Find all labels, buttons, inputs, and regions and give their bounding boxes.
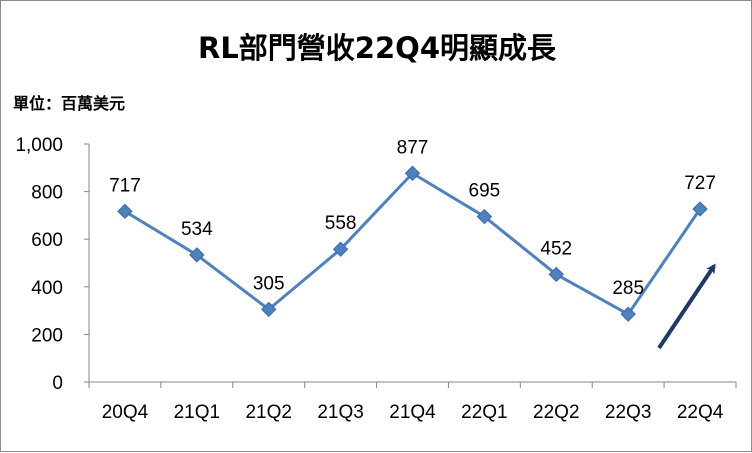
x-tick-label: 22Q3 — [605, 402, 651, 423]
x-tick-label: 21Q4 — [389, 402, 436, 423]
y-tick-label: 1,000 — [15, 135, 63, 156]
data-label: 305 — [253, 273, 285, 294]
y-axis: 0 200 400 600 800 1,000 — [15, 135, 90, 394]
data-label: 877 — [397, 137, 429, 158]
data-point-marker — [332, 241, 349, 257]
y-tick-label: 600 — [31, 230, 63, 251]
chart-title: RL部門營收22Q4明顯成長 — [198, 31, 557, 65]
trend-arrow-icon — [657, 263, 716, 350]
data-labels: 717 534 305 558 877 695 452 285 727 — [109, 137, 716, 299]
data-label: 717 — [109, 175, 141, 196]
data-label: 558 — [325, 213, 357, 234]
data-point-marker — [692, 201, 708, 217]
x-tick-label: 22Q2 — [533, 402, 579, 423]
data-label: 285 — [612, 278, 644, 299]
y-tick-label: 0 — [52, 373, 63, 394]
x-tick-label: 22Q1 — [461, 402, 507, 423]
y-tick-label: 200 — [31, 325, 63, 346]
series-line — [117, 165, 708, 322]
x-axis: 20Q4 21Q1 21Q2 21Q3 21Q4 22Q1 22Q2 22Q3 22Q4 — [88, 381, 737, 423]
data-point-marker — [620, 306, 636, 322]
x-tick-label: 22Q4 — [677, 402, 724, 423]
data-label: 727 — [684, 173, 716, 194]
data-point-marker — [117, 203, 133, 220]
x-tick-label: 21Q1 — [174, 402, 220, 423]
x-tick-label: 21Q3 — [317, 402, 363, 423]
data-label: 534 — [181, 219, 213, 240]
data-point-marker — [189, 247, 205, 263]
data-label: 695 — [469, 181, 501, 202]
y-tick-label: 800 — [31, 183, 63, 204]
unit-label: 單位：百萬美元 — [13, 94, 125, 113]
data-point-marker — [261, 301, 277, 318]
y-tick-label: 400 — [31, 278, 63, 299]
data-point-marker — [476, 208, 493, 225]
x-tick-label: 21Q2 — [245, 402, 291, 423]
data-point-marker — [548, 266, 564, 283]
data-label: 452 — [540, 238, 572, 259]
data-point-marker — [404, 165, 421, 181]
x-tick-label: 20Q4 — [102, 402, 149, 423]
